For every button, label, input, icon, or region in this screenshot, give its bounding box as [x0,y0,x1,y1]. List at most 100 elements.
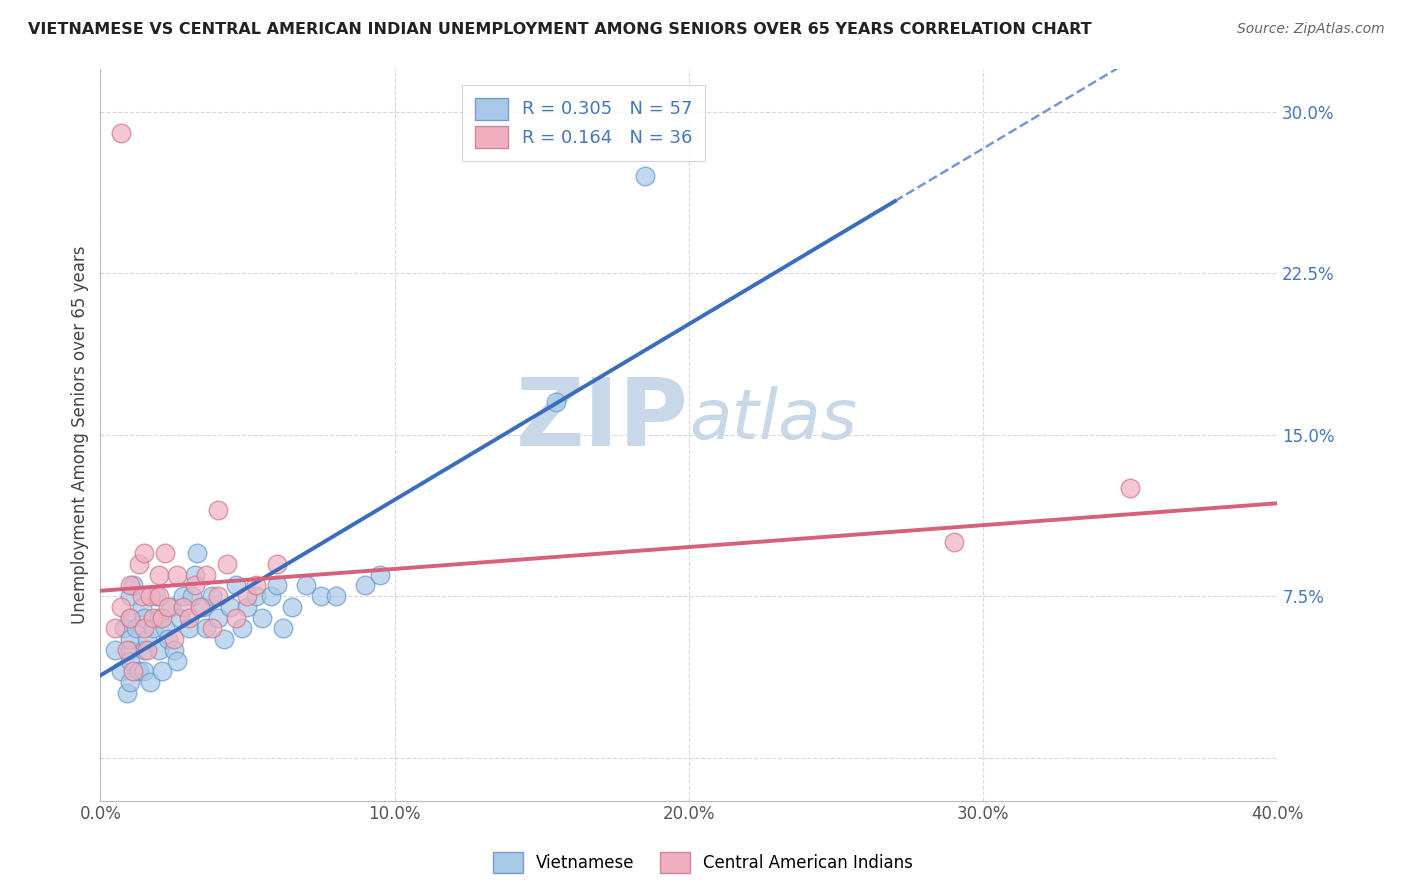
Point [134,546,156,560]
Point [118,654,141,668]
Point [153,621,176,635]
Point [266,578,288,592]
Point [136,643,159,657]
Point [124,621,146,635]
Point [1119,482,1142,496]
Point [195,621,218,635]
Point [942,535,965,549]
Point [271,621,294,635]
Point [225,578,247,592]
Point [166,654,188,668]
Point [118,643,141,657]
Point [260,589,283,603]
Point [207,589,229,603]
Point [115,643,138,657]
Point [163,632,186,647]
Point [225,610,247,624]
Point [142,621,165,635]
Point [157,632,180,647]
Point [245,578,267,592]
Point [148,643,170,657]
Point [180,589,202,603]
Point [128,665,150,679]
Point [250,610,273,624]
Point [110,599,132,614]
Point [110,665,132,679]
Point [150,665,173,679]
Text: ZIP: ZIP [516,374,689,466]
Point [207,503,229,517]
Point [118,578,141,592]
Point [169,610,191,624]
Point [183,578,205,592]
Point [145,589,167,603]
Point [193,599,215,614]
Point [236,599,259,614]
Point [177,621,200,635]
Point [150,610,173,624]
Point [118,632,141,647]
Point [115,686,138,700]
Point [112,621,135,635]
Point [153,546,176,560]
Point [118,610,141,624]
Point [236,589,259,603]
Point [309,589,332,603]
Point [546,395,568,409]
Point [207,610,229,624]
Point [131,589,153,603]
Point [148,567,170,582]
Point [110,126,132,140]
Point [280,599,302,614]
Point [186,546,208,560]
Point [118,610,141,624]
Text: atlas: atlas [689,386,856,453]
Point [183,567,205,582]
Point [177,610,200,624]
Point [134,610,156,624]
Point [157,599,180,614]
Point [104,643,127,657]
Point [139,675,162,690]
Point [201,589,224,603]
Point [118,675,141,690]
Point [166,567,188,582]
Point [148,610,170,624]
Point [148,589,170,603]
Point [139,589,162,603]
Point [218,599,240,614]
Point [325,589,347,603]
Point [245,589,267,603]
Point [136,632,159,647]
Point [121,578,143,592]
Point [172,599,194,614]
Y-axis label: Unemployment Among Seniors over 65 years: Unemployment Among Seniors over 65 years [72,245,89,624]
Point [118,589,141,603]
Legend: Vietnamese, Central American Indians: Vietnamese, Central American Indians [486,846,920,880]
Point [212,632,235,647]
Point [266,557,288,571]
Point [163,643,186,657]
Point [134,621,156,635]
Point [634,169,657,184]
Text: VIETNAMESE VS CENTRAL AMERICAN INDIAN UNEMPLOYMENT AMONG SENIORS OVER 65 YEARS C: VIETNAMESE VS CENTRAL AMERICAN INDIAN UN… [28,22,1091,37]
Point [201,621,224,635]
Point [121,665,143,679]
Point [134,665,156,679]
Point [231,621,253,635]
Point [172,589,194,603]
Point [295,578,318,592]
Text: Source: ZipAtlas.com: Source: ZipAtlas.com [1237,22,1385,37]
Point [128,557,150,571]
Point [354,578,377,592]
Point [190,599,212,614]
Point [160,599,183,614]
Legend: R = 0.305   N = 57, R = 0.164   N = 36: R = 0.305 N = 57, R = 0.164 N = 36 [463,85,706,161]
Point [104,621,127,635]
Point [131,599,153,614]
Point [195,567,218,582]
Point [368,567,391,582]
Point [134,643,156,657]
Point [142,610,165,624]
Point [215,557,238,571]
